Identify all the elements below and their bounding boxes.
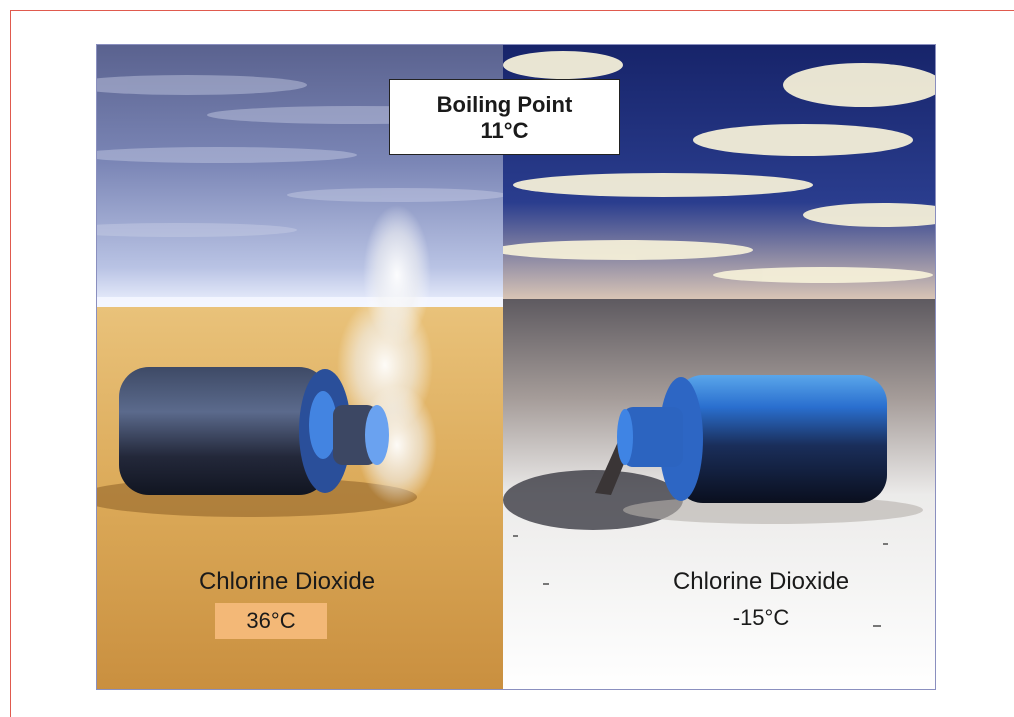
left-temperature-label: 36°C [215,603,327,639]
left-substance-label: Chlorine Dioxide [198,568,376,595]
right-substance-label: Chlorine Dioxide [672,568,850,595]
page-frame-top [10,10,1014,11]
cold-scene-panel: Chlorine Dioxide -15°C [503,45,935,689]
right-temperature-label: -15°C [732,605,790,630]
cold-scene-illustration [503,45,935,689]
boiling-point-title: Boiling Point [436,92,573,117]
boiling-point-label-box: Boiling Point 11°C [389,79,620,155]
figure-boiling-point-comparison: Chlorine Dioxide 36°C [96,44,936,690]
page-frame-left [10,10,11,717]
boiling-point-value: 11°C [480,118,529,143]
